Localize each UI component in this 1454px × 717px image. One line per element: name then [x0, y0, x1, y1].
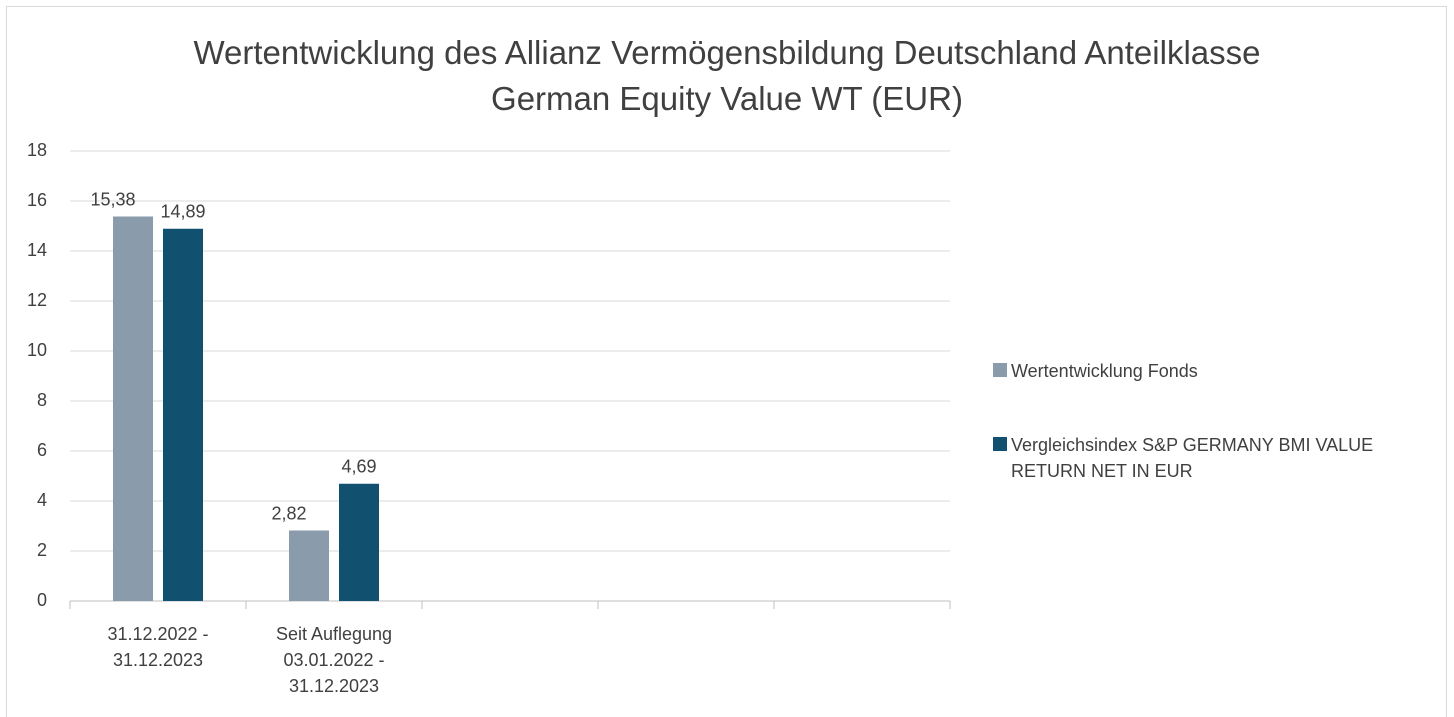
x-tick-label: Seit Auflegung 03.01.2022 - 31.12.2023: [275, 624, 393, 696]
data-label: 14,89: [160, 202, 205, 222]
data-label: 4,69: [341, 457, 376, 477]
y-tick-label: 18: [27, 140, 47, 160]
chart-title: Wertentwicklung des Allianz Vermögensbil…: [193, 34, 1261, 117]
legend-label: Vergleichsindex S&P GERMANY BMI VALUE RE…: [1011, 435, 1374, 481]
y-tick-label: 4: [37, 490, 47, 510]
data-label: 15,38: [90, 189, 135, 209]
y-tick-label: 2: [37, 540, 47, 560]
y-tick-label: 16: [27, 190, 47, 210]
y-tick-label: 12: [27, 290, 47, 310]
bar: [113, 216, 153, 601]
legend-swatch: [993, 437, 1007, 451]
y-tick-label: 6: [37, 440, 47, 460]
y-tick-label: 0: [37, 590, 47, 610]
legend-label: Wertentwicklung Fonds: [1011, 361, 1198, 381]
legend-swatch: [993, 363, 1007, 377]
bar: [289, 530, 329, 601]
bar: [339, 483, 379, 601]
y-tick-label: 14: [27, 240, 47, 260]
y-tick-label: 8: [37, 390, 47, 410]
data-label: 2,82: [271, 503, 306, 523]
chart-border: [6, 6, 1447, 717]
y-tick-label: 10: [27, 340, 47, 360]
bar: [163, 228, 203, 601]
x-tick-label: 31.12.2022 - 31.12.2023: [107, 624, 209, 670]
